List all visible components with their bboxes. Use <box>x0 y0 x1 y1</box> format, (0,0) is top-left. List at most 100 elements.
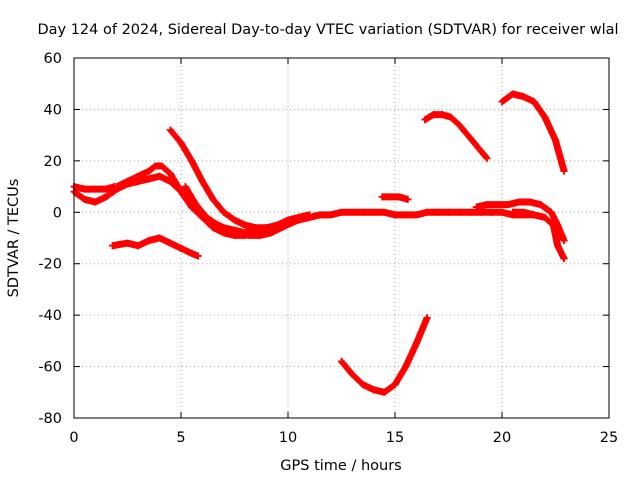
data-point <box>194 252 202 260</box>
data-point <box>560 255 568 263</box>
data-point <box>231 216 238 224</box>
data-point <box>541 213 549 221</box>
data-point <box>158 162 166 170</box>
data-point <box>134 172 142 180</box>
data-point <box>166 170 174 178</box>
data-point <box>430 111 438 119</box>
chart-title: Day 124 of 2024, Sidereal Day-to-day VTE… <box>37 22 618 38</box>
data-point <box>391 211 399 219</box>
series-arc-4 <box>109 234 202 260</box>
series-marker-trail <box>305 208 538 221</box>
data-point <box>447 113 455 121</box>
data-point <box>483 154 491 162</box>
data-point <box>288 219 296 227</box>
data-point <box>421 116 429 124</box>
data-point <box>145 167 153 175</box>
data-point <box>434 208 442 216</box>
data-point <box>241 221 249 229</box>
data-point <box>124 177 131 185</box>
series-marker-trail <box>378 193 412 203</box>
y-tick-label: 40 <box>44 102 62 118</box>
data-point <box>387 193 395 201</box>
data-point <box>395 193 403 201</box>
data-point <box>359 381 367 389</box>
series-marker-trail <box>498 90 568 175</box>
data-point <box>145 237 153 245</box>
data-point <box>519 208 527 216</box>
data-point <box>404 195 412 203</box>
series-marker-trail <box>109 234 202 260</box>
data-point <box>547 208 555 216</box>
x-tick-label: 0 <box>69 430 78 446</box>
data-point <box>91 198 99 206</box>
data-point <box>203 213 211 221</box>
data-point <box>552 136 559 144</box>
data-point <box>438 111 446 119</box>
data-point <box>177 244 185 252</box>
data-point <box>151 162 159 170</box>
data-point <box>455 121 463 129</box>
data-point <box>224 226 232 234</box>
data-point <box>316 211 324 219</box>
data-point <box>402 363 410 371</box>
data-point <box>256 231 264 239</box>
data-point <box>181 183 189 191</box>
data-point <box>494 201 502 209</box>
axis-ticks: 0 5 10 15 20 25 -80 -60 -40 -20 0 20 40 60 <box>38 51 618 446</box>
data-point <box>423 314 431 322</box>
x-tick-label: 15 <box>386 430 404 446</box>
data-point <box>359 208 367 216</box>
data-point <box>487 208 495 216</box>
data-marks <box>70 90 568 396</box>
data-point <box>515 198 523 206</box>
data-point <box>113 183 121 191</box>
series-arc-9 <box>338 314 431 396</box>
grid <box>74 58 609 418</box>
series-arc-5 <box>166 126 271 232</box>
data-point <box>483 201 491 209</box>
data-point <box>549 221 557 229</box>
y-tick-label: 20 <box>44 154 62 170</box>
data-point <box>188 249 196 257</box>
data-point <box>537 201 545 209</box>
data-point <box>327 211 335 219</box>
data-point <box>380 208 388 216</box>
data-point <box>477 147 485 155</box>
data-point <box>91 185 99 193</box>
data-point <box>166 239 174 247</box>
data-point <box>370 208 378 216</box>
data-point <box>177 188 185 196</box>
y-tick-label: 0 <box>53 205 62 221</box>
data-point <box>338 357 345 365</box>
data-point <box>509 208 517 216</box>
series-arc-8 <box>378 193 412 203</box>
y-tick-label: -60 <box>38 360 62 376</box>
data-point <box>188 157 196 165</box>
data-point <box>134 242 142 250</box>
data-point <box>526 198 534 206</box>
data-point <box>378 193 386 201</box>
data-point <box>472 203 480 211</box>
data-point <box>145 175 153 183</box>
data-point <box>305 213 313 221</box>
data-point <box>177 139 185 147</box>
series-arc-7 <box>305 208 538 221</box>
data-point <box>445 208 452 216</box>
data-point <box>466 208 474 216</box>
data-point <box>498 98 506 106</box>
data-point <box>423 208 431 216</box>
series-arc-11 <box>498 90 568 175</box>
data-point <box>498 208 506 216</box>
data-point <box>455 208 463 216</box>
data-point <box>81 185 89 193</box>
data-point <box>213 221 221 229</box>
series-marker-trail <box>338 314 431 396</box>
data-point <box>530 211 538 219</box>
data-point <box>109 242 117 250</box>
data-point <box>560 237 568 245</box>
data-point <box>509 90 517 98</box>
data-point <box>370 386 378 394</box>
series-arc-13 <box>509 208 568 263</box>
y-tick-label: -80 <box>38 411 62 427</box>
